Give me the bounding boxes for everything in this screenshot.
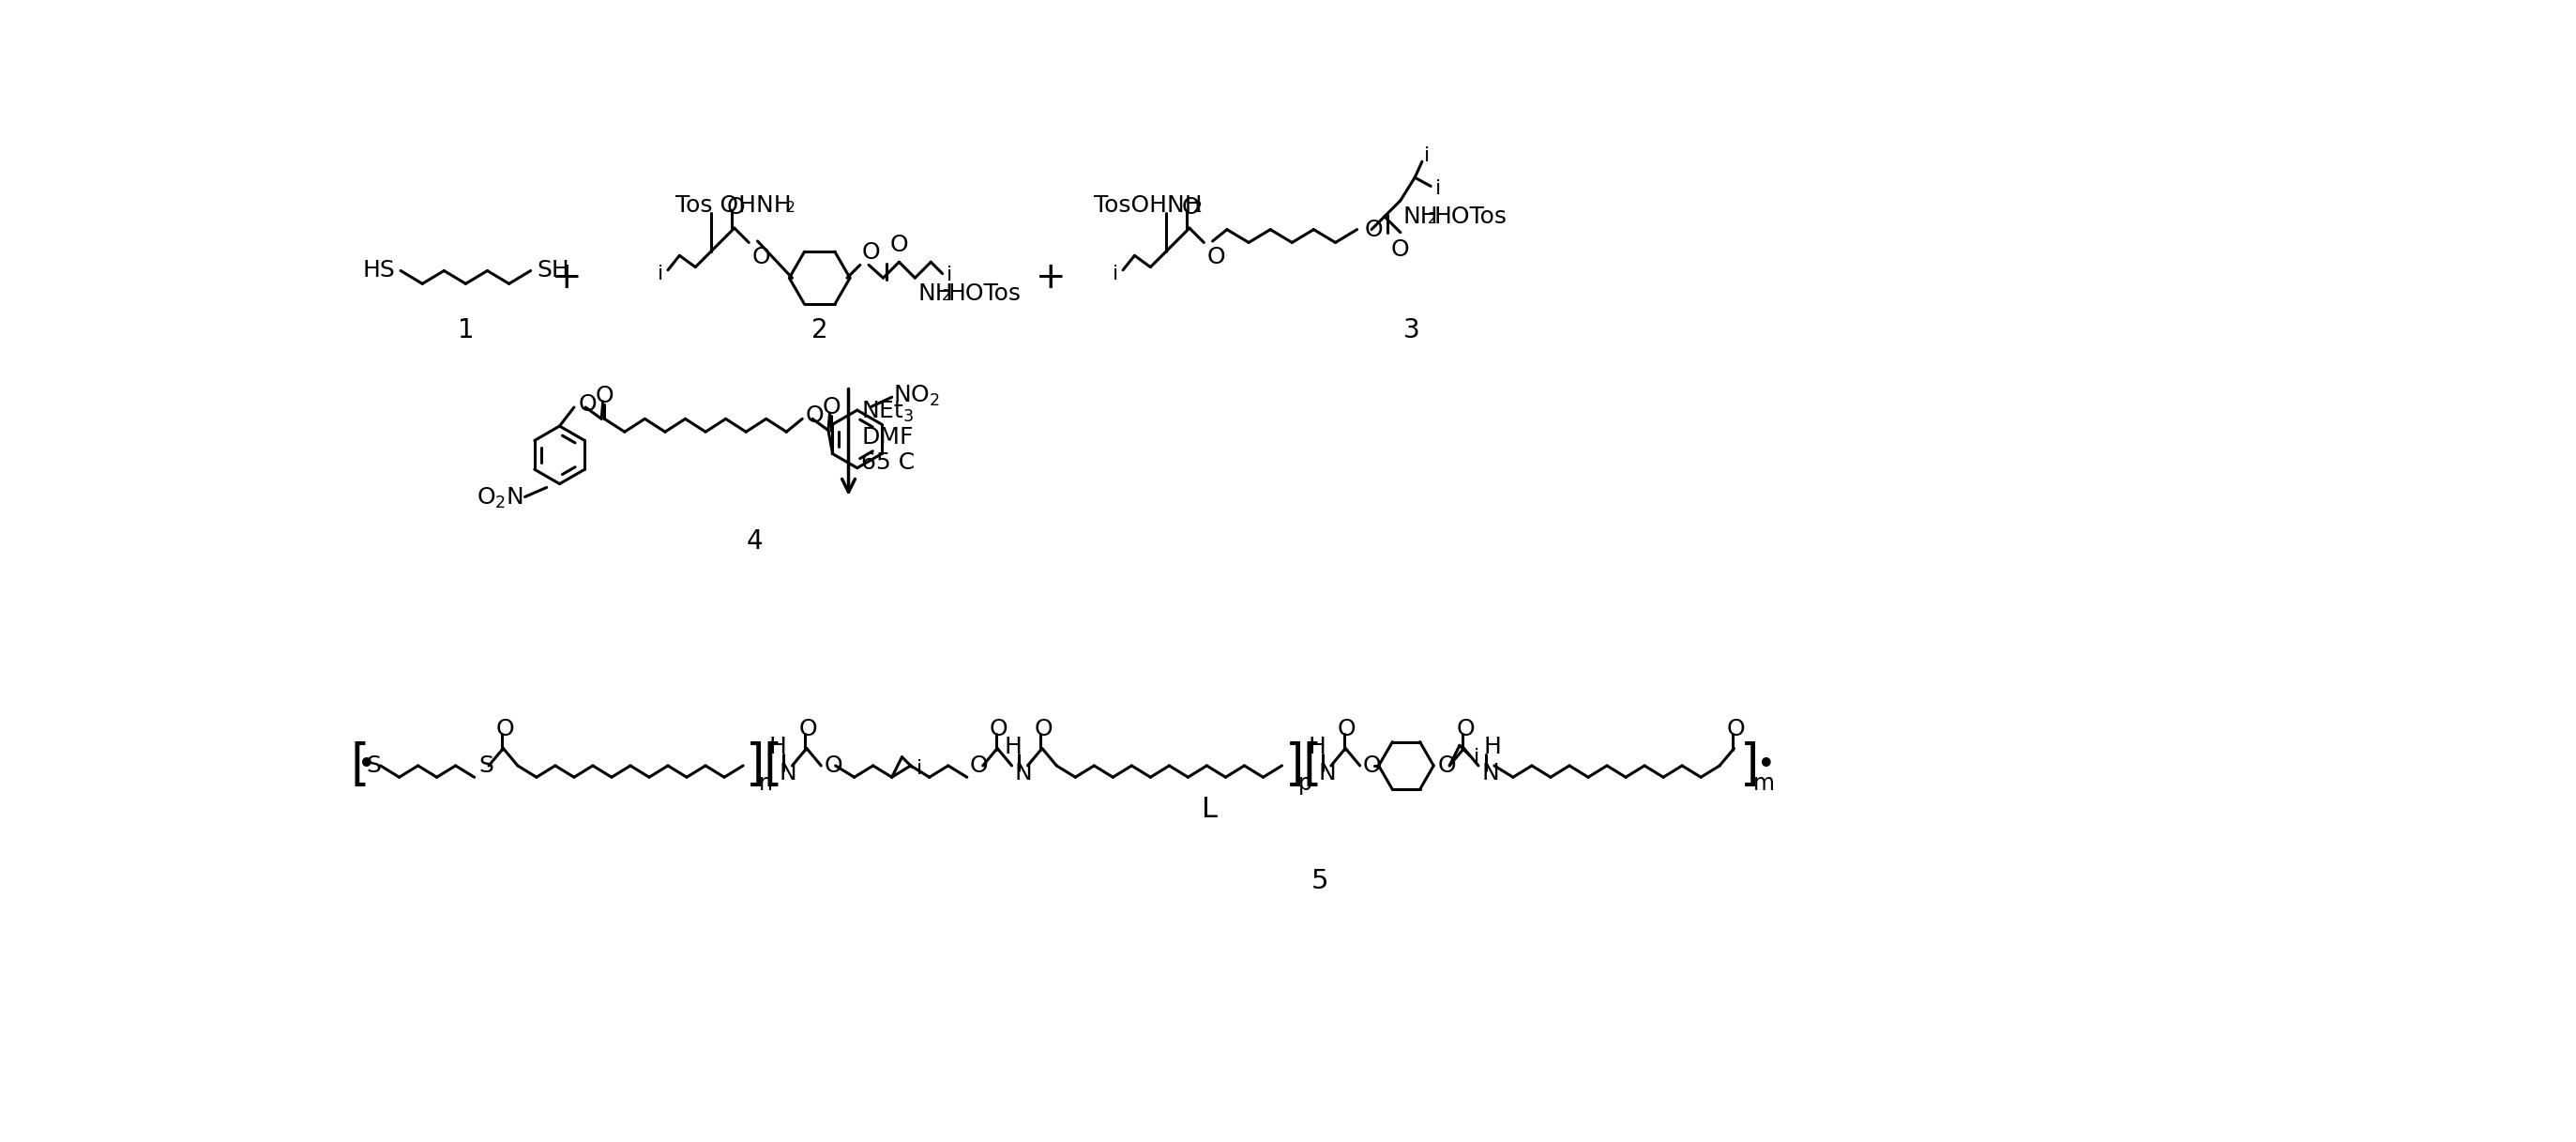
- Text: $_2$: $_2$: [1427, 207, 1437, 226]
- Text: S: S: [366, 755, 381, 777]
- Text: H: H: [1484, 735, 1502, 758]
- Text: HOTos: HOTos: [948, 282, 1020, 305]
- Text: 1: 1: [459, 317, 474, 344]
- Text: +: +: [1036, 260, 1066, 296]
- Text: H: H: [1005, 735, 1023, 758]
- Text: O: O: [889, 233, 909, 256]
- Text: N: N: [1481, 762, 1499, 785]
- Text: O: O: [1726, 718, 1744, 741]
- Text: •: •: [1757, 750, 1775, 781]
- Text: 4: 4: [747, 529, 762, 555]
- Text: O: O: [726, 196, 744, 219]
- Text: 5: 5: [1311, 868, 1329, 894]
- Text: O: O: [822, 396, 840, 418]
- Text: O: O: [1337, 718, 1355, 741]
- Text: O: O: [495, 718, 513, 741]
- Text: O: O: [989, 718, 1007, 741]
- Text: O: O: [1455, 718, 1473, 741]
- Text: O: O: [1182, 196, 1200, 219]
- Text: HOTos: HOTos: [1435, 206, 1507, 227]
- Text: N: N: [778, 762, 796, 785]
- Text: i: i: [1113, 265, 1118, 283]
- Text: $_2$: $_2$: [786, 196, 796, 215]
- Text: O: O: [1206, 246, 1226, 268]
- Text: N: N: [1319, 762, 1334, 785]
- Text: O$_2$N: O$_2$N: [477, 486, 523, 510]
- Text: i: i: [948, 266, 953, 284]
- Text: O: O: [799, 718, 817, 741]
- Text: TosOHNH: TosOHNH: [1095, 194, 1203, 217]
- Text: i: i: [1435, 179, 1440, 199]
- Text: i: i: [1425, 146, 1430, 166]
- Text: O: O: [580, 393, 598, 416]
- Text: NH: NH: [917, 282, 953, 305]
- Text: $_2$: $_2$: [940, 284, 951, 304]
- Text: [: [: [1301, 741, 1321, 790]
- Text: 2: 2: [811, 317, 827, 344]
- Text: O: O: [971, 755, 989, 777]
- Text: Tos OHNH: Tos OHNH: [675, 194, 791, 217]
- Text: O: O: [1363, 755, 1381, 777]
- Text: ]: ]: [747, 741, 765, 790]
- Text: O: O: [1391, 239, 1409, 262]
- Text: O: O: [752, 246, 770, 268]
- Text: m: m: [1752, 772, 1775, 795]
- Text: +: +: [551, 260, 582, 296]
- Text: O: O: [860, 241, 881, 264]
- Text: NO$_2$: NO$_2$: [894, 384, 940, 408]
- Text: O: O: [1036, 718, 1054, 741]
- Text: O: O: [1437, 755, 1455, 777]
- Text: N: N: [1015, 762, 1033, 785]
- Text: O: O: [595, 385, 613, 407]
- Text: n: n: [760, 772, 773, 795]
- Text: HS: HS: [363, 259, 394, 282]
- Text: SH: SH: [536, 259, 569, 282]
- Text: S: S: [479, 755, 495, 777]
- Text: [: [: [762, 741, 783, 790]
- Text: $_2$: $_2$: [1193, 196, 1203, 215]
- Text: ]: ]: [1739, 741, 1759, 790]
- Text: NEt$_3$: NEt$_3$: [860, 400, 914, 424]
- Text: 3: 3: [1404, 317, 1419, 344]
- Text: [: [: [350, 741, 368, 790]
- Text: L: L: [1203, 795, 1218, 822]
- Text: 65 C: 65 C: [860, 451, 914, 474]
- Text: NH: NH: [1404, 206, 1437, 227]
- Text: i: i: [657, 265, 665, 283]
- Text: i: i: [917, 759, 922, 778]
- Text: DMF: DMF: [860, 426, 914, 448]
- Text: ]: ]: [1285, 741, 1303, 790]
- Text: i: i: [1473, 748, 1481, 766]
- Text: H: H: [1309, 735, 1327, 758]
- Text: O: O: [824, 755, 842, 777]
- Text: p: p: [1298, 772, 1311, 795]
- Text: H: H: [768, 735, 786, 758]
- Text: •: •: [358, 750, 376, 781]
- Text: O: O: [806, 404, 824, 427]
- Text: O: O: [1365, 218, 1383, 241]
